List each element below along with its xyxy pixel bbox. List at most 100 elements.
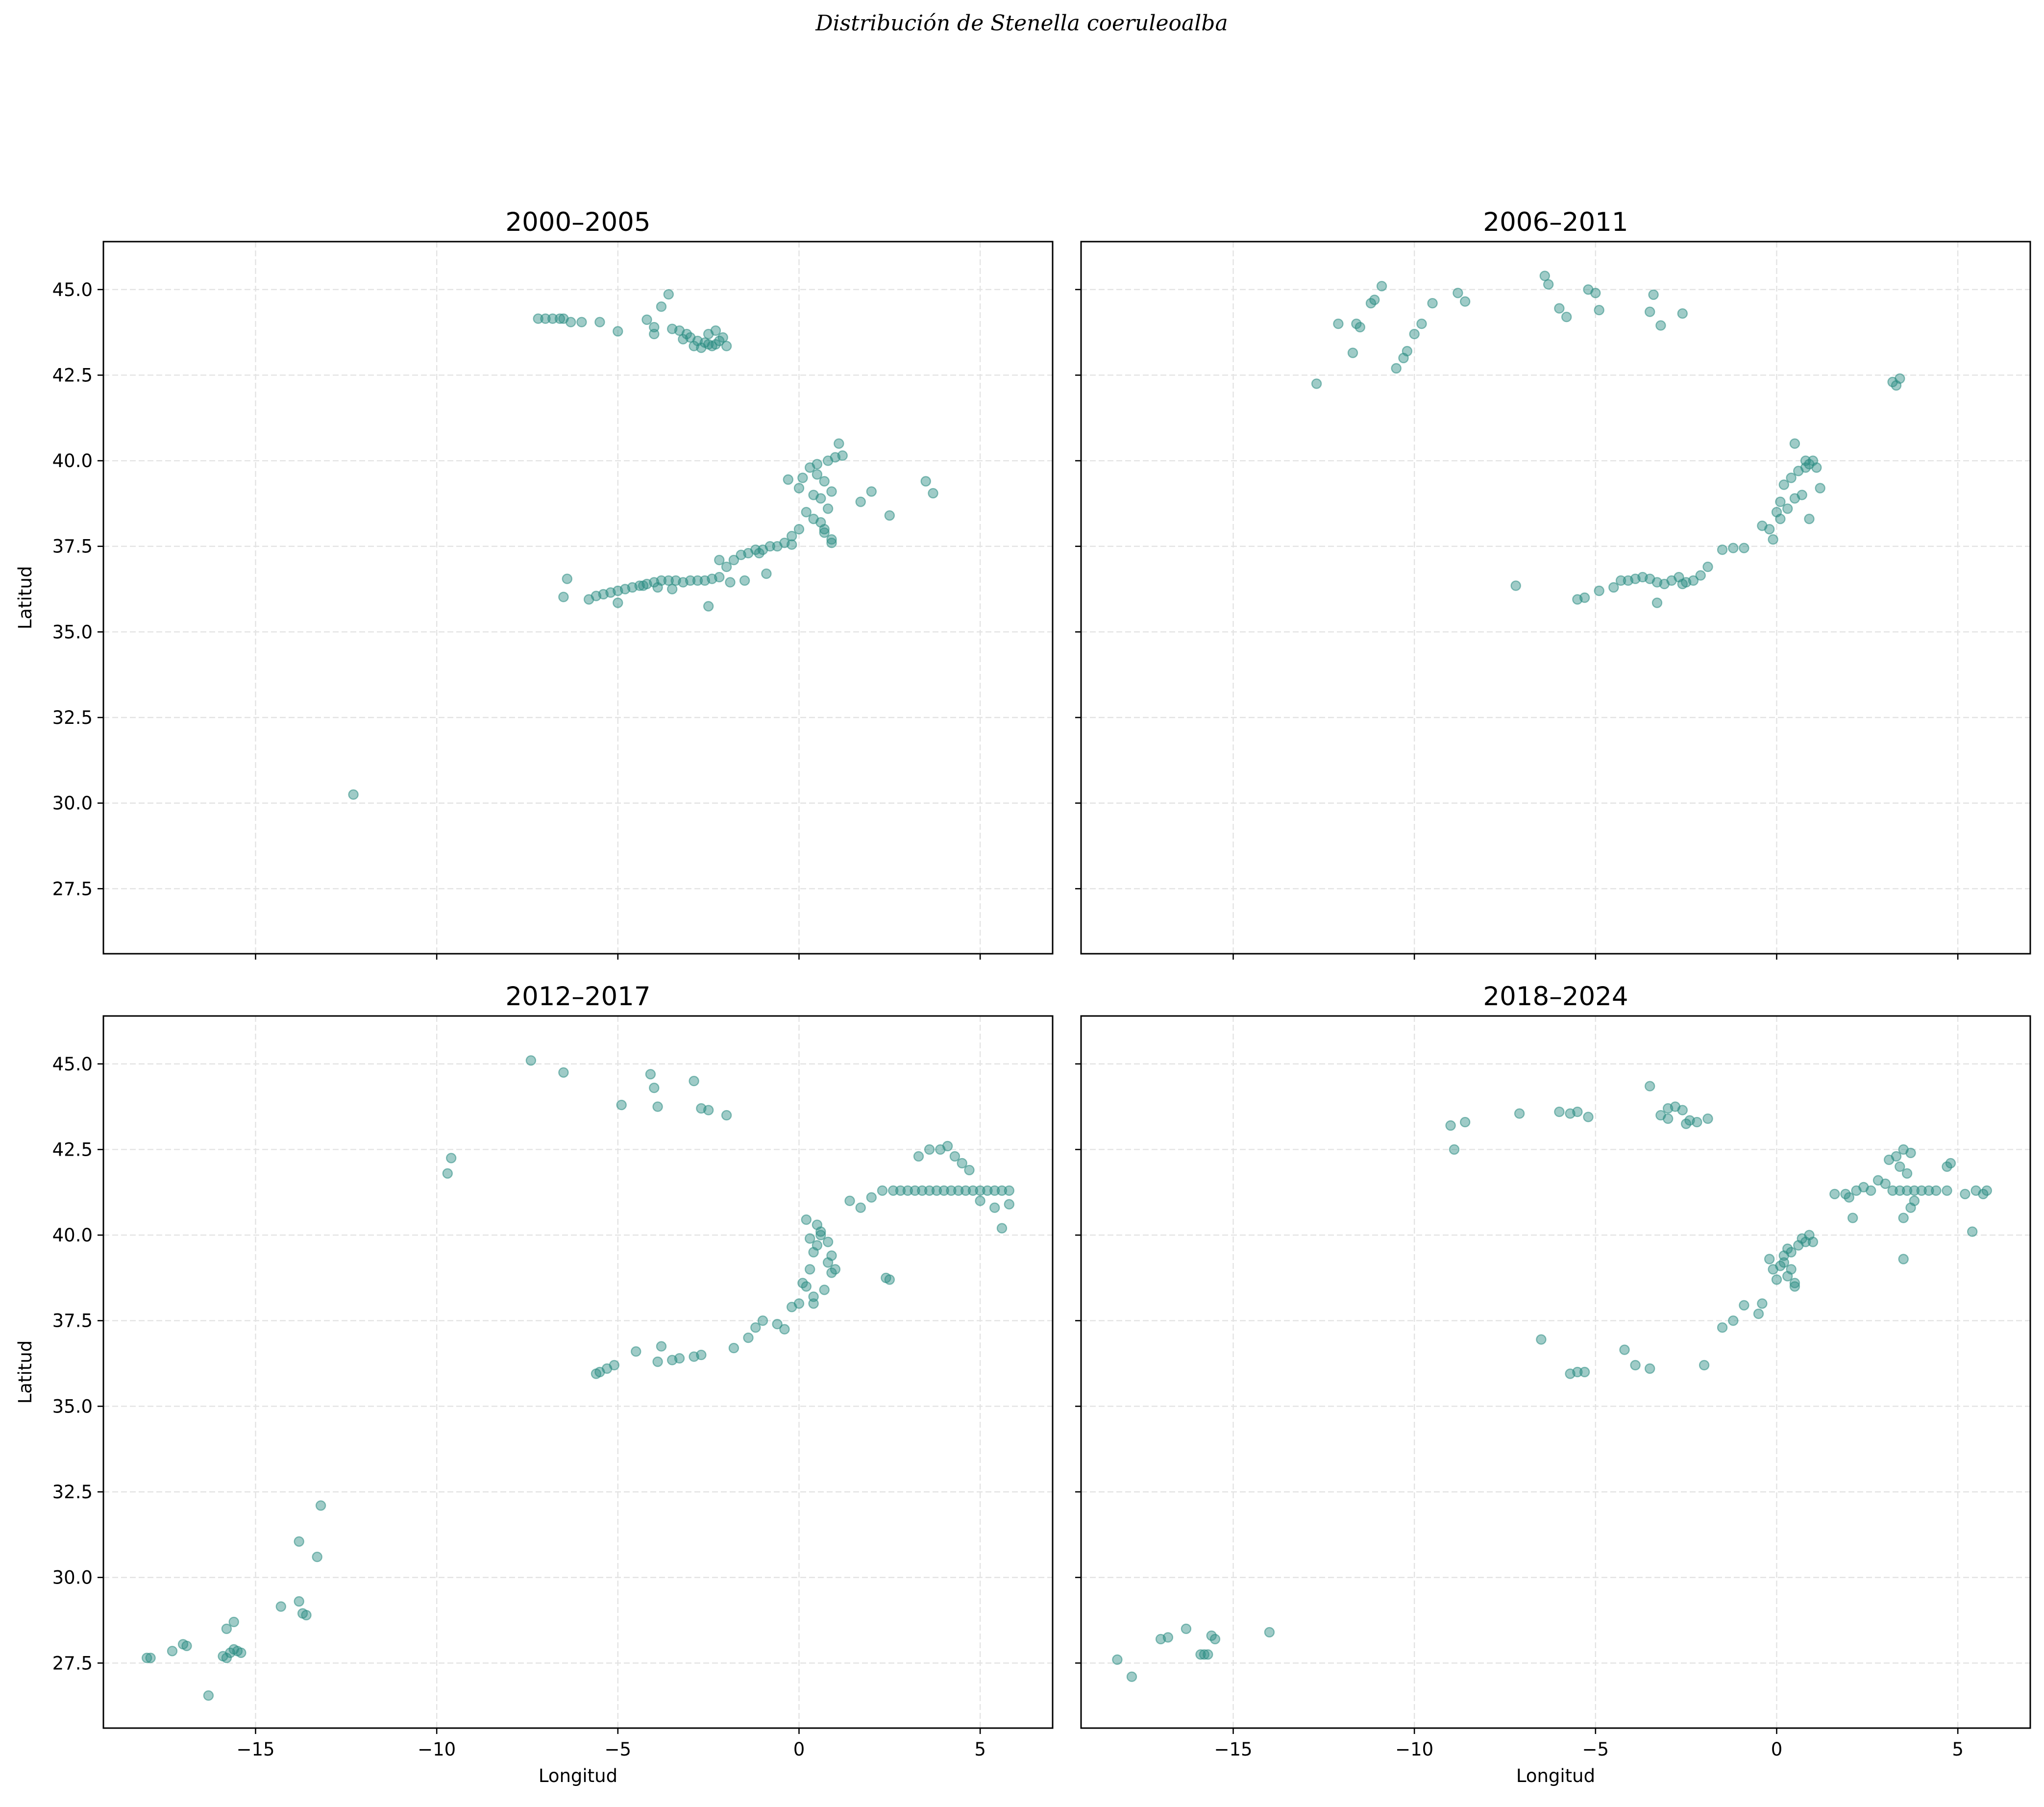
data-point: [964, 1164, 975, 1176]
data-point: [815, 493, 826, 504]
data-point: [855, 496, 866, 507]
data-point: [913, 1151, 924, 1162]
data-point: [931, 1185, 942, 1196]
data-point: [1677, 1105, 1688, 1115]
data-point: [1702, 561, 1713, 572]
data-point: [533, 313, 543, 324]
data-point: [812, 1240, 823, 1251]
data-point: [1162, 1632, 1174, 1643]
data-point: [812, 459, 823, 470]
data-point: [1644, 1081, 1655, 1091]
data-point: [315, 1500, 326, 1511]
data-point: [1960, 1188, 1970, 1200]
data-point: [558, 592, 569, 602]
data-point: [917, 1185, 928, 1196]
scatter-points: [348, 289, 938, 800]
data-point: [547, 313, 558, 324]
data-point: [1579, 592, 1590, 603]
data-point: [1554, 1106, 1565, 1117]
data-point: [1981, 1185, 1993, 1196]
y-tick-label: 35.0: [52, 1396, 93, 1417]
data-point: [616, 1099, 627, 1111]
x-tick-label: −5: [1582, 1739, 1609, 1760]
data-point: [236, 1647, 246, 1658]
data-point: [649, 328, 660, 340]
data-point: [797, 472, 808, 483]
data-point: [1768, 534, 1778, 545]
data-point: [1453, 288, 1463, 298]
panel-title: 2012–2017: [505, 982, 650, 1012]
data-point: [960, 1185, 971, 1196]
data-point: [645, 1069, 656, 1080]
data-point: [826, 537, 837, 548]
data-point: [764, 541, 776, 552]
data-point: [1967, 1226, 1978, 1237]
data-point: [1815, 483, 1825, 494]
x-tick-label: −15: [1214, 1739, 1252, 1760]
data-point: [808, 1298, 819, 1309]
data-point: [887, 1185, 899, 1196]
data-point: [685, 575, 696, 586]
panel-1: 27.5 30.0 32.5 35.0 37.5 40.0 42.5 45.0 2000–200…: [15, 207, 1054, 960]
data-point: [638, 580, 649, 591]
data-point: [1887, 1185, 1898, 1196]
data-point: [1369, 295, 1380, 305]
data-point: [348, 789, 359, 800]
data-point: [1644, 306, 1655, 317]
data-point: [1916, 1185, 1927, 1196]
data-point: [1416, 319, 1427, 329]
data-point: [1804, 514, 1815, 524]
data-point: [786, 539, 797, 550]
data-point: [721, 341, 732, 351]
data-point: [812, 469, 823, 480]
data-point: [554, 313, 566, 324]
panel-title: 2006–2011: [1483, 207, 1628, 237]
data-point: [652, 582, 663, 593]
data-point: [710, 325, 721, 336]
x-tick-label: −5: [605, 1739, 632, 1760]
data-point: [1844, 1192, 1855, 1203]
y-tick-label: 42.5: [52, 365, 93, 386]
data-point: [819, 476, 830, 487]
data-point: [525, 1055, 537, 1066]
data-point: [1847, 1213, 1858, 1223]
data-point: [703, 601, 714, 612]
data-point: [1797, 490, 1807, 500]
data-point: [312, 1551, 322, 1562]
data-point: [221, 1653, 232, 1663]
data-point: [761, 568, 772, 579]
y-tick-label: 40.0: [52, 450, 93, 471]
y-tick-label: 45.0: [52, 279, 93, 300]
data-point: [804, 1233, 815, 1244]
data-point: [902, 1185, 913, 1196]
data-point: [1775, 514, 1786, 524]
data-point: [1923, 1185, 1934, 1196]
data-point: [1619, 1344, 1630, 1355]
x-tick-label: 5: [1952, 1739, 1964, 1760]
data-point: [801, 1214, 812, 1225]
data-point: [294, 1596, 304, 1607]
data-point: [1728, 1315, 1739, 1326]
data-point: [696, 342, 707, 353]
data-point: [1572, 1366, 1583, 1378]
data-point: [1782, 503, 1793, 514]
data-point: [866, 1192, 877, 1203]
data-point: [558, 1067, 569, 1078]
data-point: [1459, 296, 1471, 307]
data-point: [1590, 288, 1601, 298]
data-point: [946, 1185, 957, 1196]
data-point: [1942, 1185, 1952, 1196]
data-point: [167, 1646, 178, 1657]
data-point: [844, 1195, 855, 1206]
data-point: [1594, 585, 1604, 596]
data-point: [1651, 597, 1663, 608]
data-point: [826, 534, 837, 545]
data-point: [1702, 1113, 1713, 1124]
data-point: [1901, 1185, 1913, 1196]
x-tick-label: 0: [1771, 1739, 1783, 1760]
panel-3: −15 −10 −5 0 5 27.5 30.0 32.5 35.0 37.5 40.0 42.5 45…: [15, 982, 1054, 1786]
data-point: [1608, 582, 1619, 593]
data-point: [1126, 1671, 1137, 1682]
y-tick-label: 27.5: [52, 1653, 93, 1674]
data-point: [783, 474, 794, 485]
